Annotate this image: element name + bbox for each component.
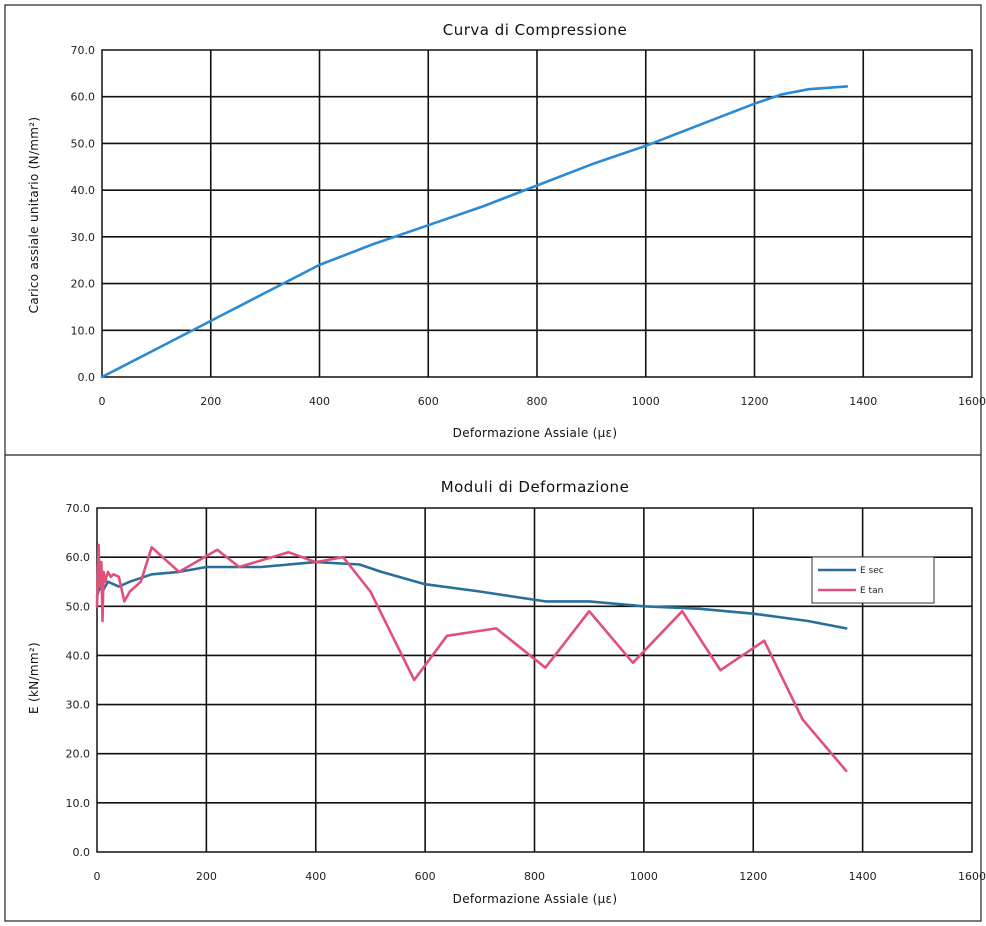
legend: E sec E tan: [811, 556, 935, 604]
y-axis-label: E (kN/mm²): [27, 642, 41, 714]
y-tick-label: 60.0: [71, 91, 96, 104]
y-tick-label: 20.0: [66, 748, 91, 761]
y-tick-label: 50.0: [71, 137, 96, 150]
x-tick-label: 1400: [849, 870, 877, 883]
series-line-1: [95, 543, 848, 773]
y-tick-label: 30.0: [66, 699, 91, 712]
compression-curve-chart: Curva di Compressione Deformazione Assia…: [27, 21, 986, 440]
x-tick-label: 800: [524, 870, 545, 883]
x-tick-label: 1200: [739, 870, 767, 883]
y-tick-label: 10.0: [66, 797, 91, 810]
figure-frame: [4, 4, 982, 922]
chart-title: Moduli di Deformazione: [441, 478, 630, 496]
y-tick-label: 40.0: [66, 649, 91, 662]
y-tick-label: 0.0: [73, 846, 91, 859]
x-tick-label: 1200: [741, 395, 769, 408]
x-tick-label: 1000: [630, 870, 658, 883]
chart-title: Curva di Compressione: [443, 21, 628, 39]
y-tick-label: 0.0: [78, 371, 96, 384]
x-tick-label: 1000: [632, 395, 660, 408]
x-tick-label: 800: [527, 395, 548, 408]
x-tick-label: 400: [305, 870, 326, 883]
y-tick-label: 10.0: [71, 324, 96, 337]
legend-label: E sec: [860, 566, 884, 576]
legend-label: E tan: [860, 586, 883, 596]
y-tick-label: 60.0: [66, 551, 91, 564]
y-tick-label: 20.0: [71, 278, 96, 291]
legend-box: [811, 556, 935, 604]
x-tick-label: 200: [200, 395, 221, 408]
series-line-0: [100, 85, 849, 379]
x-tick-label: 0: [99, 395, 106, 408]
x-tick-label: 1400: [849, 395, 877, 408]
y-tick-label: 70.0: [66, 502, 91, 515]
y-tick-label: 70.0: [71, 44, 96, 57]
x-tick-label: 600: [418, 395, 439, 408]
series-line-0: [95, 560, 848, 630]
deformation-moduli-chart: Moduli di Deformazione Deformazione Assi…: [27, 478, 986, 906]
y-tick-label: 30.0: [71, 231, 96, 244]
x-tick-label: 0: [94, 870, 101, 883]
x-axis-label: Deformazione Assiale (µε): [453, 426, 618, 440]
x-tick-label: 200: [196, 870, 217, 883]
y-axis-label: Carico assiale unitario (N/mm²): [27, 117, 41, 314]
y-tick-label: 40.0: [71, 184, 96, 197]
x-tick-label: 400: [309, 395, 330, 408]
x-tick-label: 1600: [958, 870, 986, 883]
x-tick-label: 1600: [958, 395, 986, 408]
x-tick-label: 600: [415, 870, 436, 883]
x-axis-label: Deformazione Assiale (µε): [453, 892, 618, 906]
y-tick-label: 50.0: [66, 600, 91, 613]
